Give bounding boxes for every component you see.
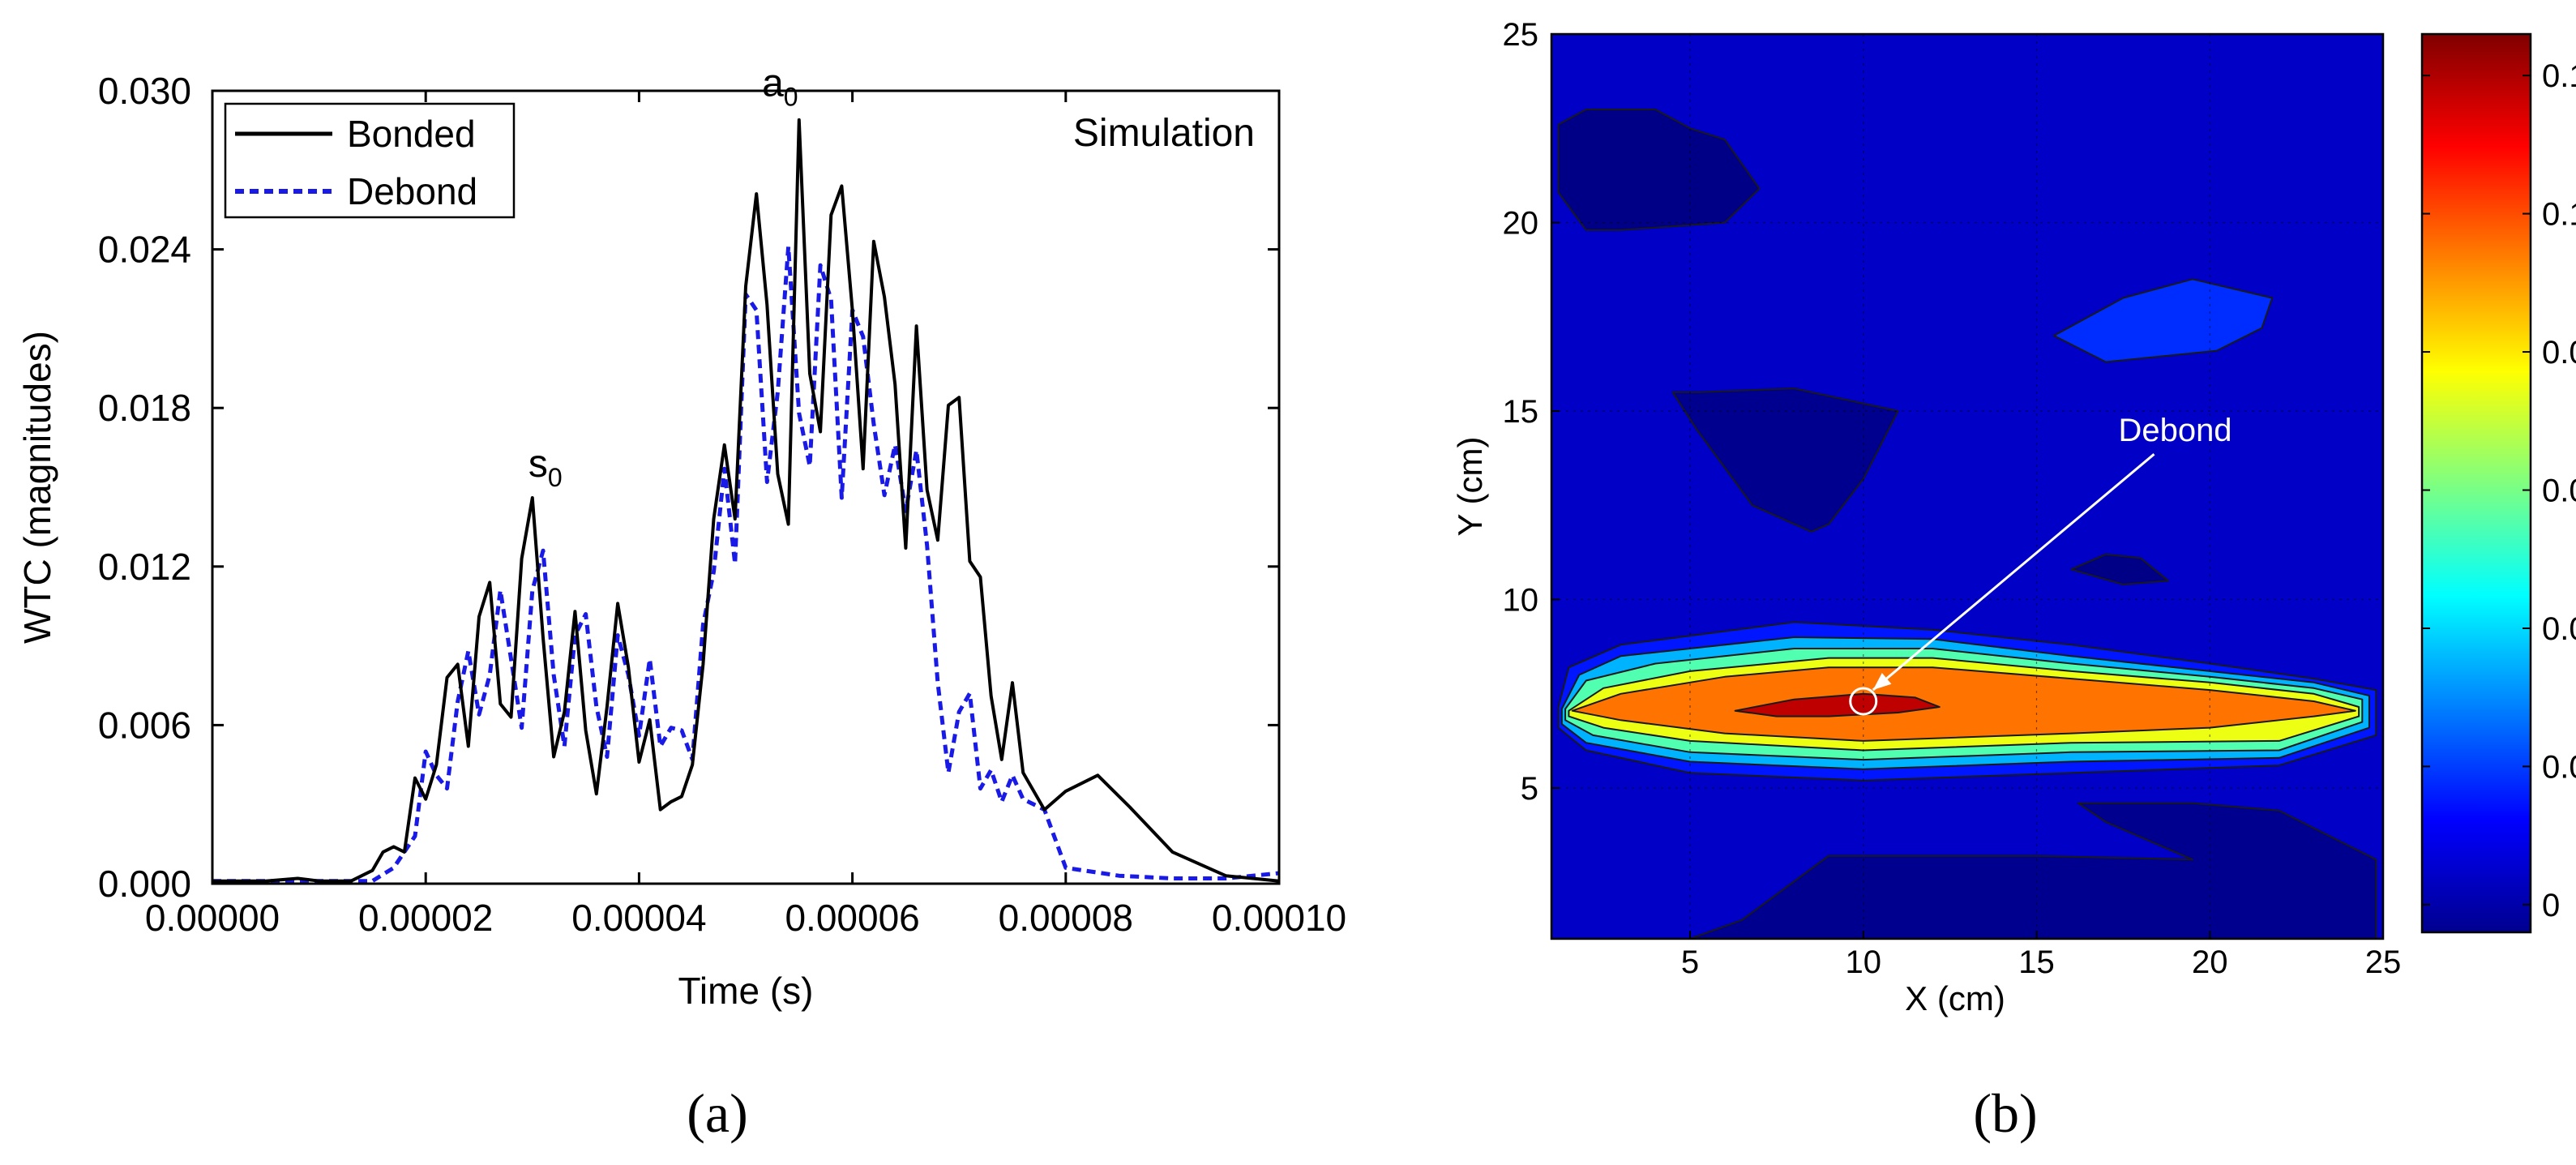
debond-annotation: Debond xyxy=(1849,413,2232,716)
x-tick-label: 0.00000 xyxy=(145,897,280,939)
debond-arrow xyxy=(1872,453,2155,692)
colorbar-tick-label: 0.06 xyxy=(2542,473,2576,509)
x-tick-label-b: 10 xyxy=(1846,944,1882,980)
x-tick-label-b: 5 xyxy=(1681,944,1699,980)
colorbar-ticks: 0 0.02 0.04 0.06 0.08 0.1 0.12 xyxy=(2422,58,2576,923)
legend: Bonded Debond xyxy=(224,102,516,219)
contour-region xyxy=(1557,109,1761,231)
y-axis-title-b: Y (cm) xyxy=(1451,437,1489,537)
series-line-bonded xyxy=(212,118,1280,883)
x-tick-label: 0.00002 xyxy=(358,897,493,939)
y-tick-label: 0.018 xyxy=(98,387,191,429)
y-tick-label: 0.000 xyxy=(98,863,191,905)
colorbar-tick-label: 0.02 xyxy=(2542,749,2576,785)
colorbar-tick-label: 0 xyxy=(2542,888,2560,923)
plot-area-a xyxy=(212,91,1279,884)
x-tick-label-b: 25 xyxy=(2365,944,2402,980)
y-tick-label-b: 25 xyxy=(1503,17,1539,53)
panel-label-a: (a) xyxy=(687,1082,747,1144)
x-axis-title-b: X (cm) xyxy=(1905,979,2005,1017)
y-tick-label-b: 15 xyxy=(1503,394,1539,430)
y-tick-label-b: 5 xyxy=(1521,771,1538,807)
y-tick-label: 0.012 xyxy=(98,546,191,588)
x-axis-title-a: Time (s) xyxy=(678,970,814,1012)
colorbar-tick-label: 0.1 xyxy=(2542,197,2576,233)
line-chart-panel: 0.00000 0.00002 0.00004 0.00006 0.00008 0.000… xyxy=(16,62,1346,1144)
y-tick-label-b: 10 xyxy=(1503,583,1539,619)
legend-box xyxy=(224,102,516,219)
x-tick-label-b: 15 xyxy=(2018,944,2055,980)
peak-label-s0: s0 xyxy=(528,443,563,492)
peak-label-a0: a0 xyxy=(762,62,798,112)
contour-region xyxy=(1689,802,2377,939)
contour-region xyxy=(2070,553,2169,585)
colorbar-tick-label: 0.08 xyxy=(2542,335,2576,370)
contour-regions xyxy=(1557,109,2377,939)
x-tick-label: 0.00006 xyxy=(785,897,919,939)
contour-region xyxy=(1671,388,1899,533)
y-tick-label: 0.006 xyxy=(98,704,191,746)
colorbar-tick-label: 0.12 xyxy=(2542,58,2576,94)
contour-region xyxy=(2052,278,2274,363)
x-tick-label: 0.00004 xyxy=(571,897,706,939)
y-tick-label: 0.030 xyxy=(98,70,191,112)
axes-a: 0.00000 0.00002 0.00004 0.00006 0.00008 0.000… xyxy=(98,70,1346,939)
contour-region xyxy=(1571,666,2356,742)
debond-marker xyxy=(1849,687,1878,716)
y-tick-label: 0.024 xyxy=(98,229,191,271)
plot-frame-b xyxy=(1550,32,2385,940)
x-tick-label: 0.00008 xyxy=(999,897,1133,939)
y-axis-title-a: WTC (magnitudes) xyxy=(16,331,58,644)
simulation-annotation: Simulation xyxy=(1073,112,1255,155)
legend-label-bonded: Bonded xyxy=(347,113,476,155)
x-tick-label-b: 20 xyxy=(2192,944,2228,980)
x-tick-label: 0.00010 xyxy=(1212,897,1346,939)
series-layer xyxy=(212,118,1280,884)
panel-label-b: (b) xyxy=(1973,1082,2037,1144)
colorbar xyxy=(2420,32,2532,934)
debond-label: Debond xyxy=(2118,413,2232,448)
contour-region xyxy=(1734,692,1941,717)
series-line-debond xyxy=(212,244,1280,884)
debond-arrowhead xyxy=(1872,673,1892,691)
y-tick-label-b: 20 xyxy=(1503,206,1539,242)
legend-label-debond: Debond xyxy=(347,170,477,212)
plot-frame-a xyxy=(211,89,1281,885)
axes-b: 5 10 15 20 25 5 10 15 20 25 xyxy=(1503,17,2402,980)
colorbar-tick-label: 0.04 xyxy=(2542,611,2576,647)
peak-labels: s0 a0 xyxy=(528,62,798,492)
